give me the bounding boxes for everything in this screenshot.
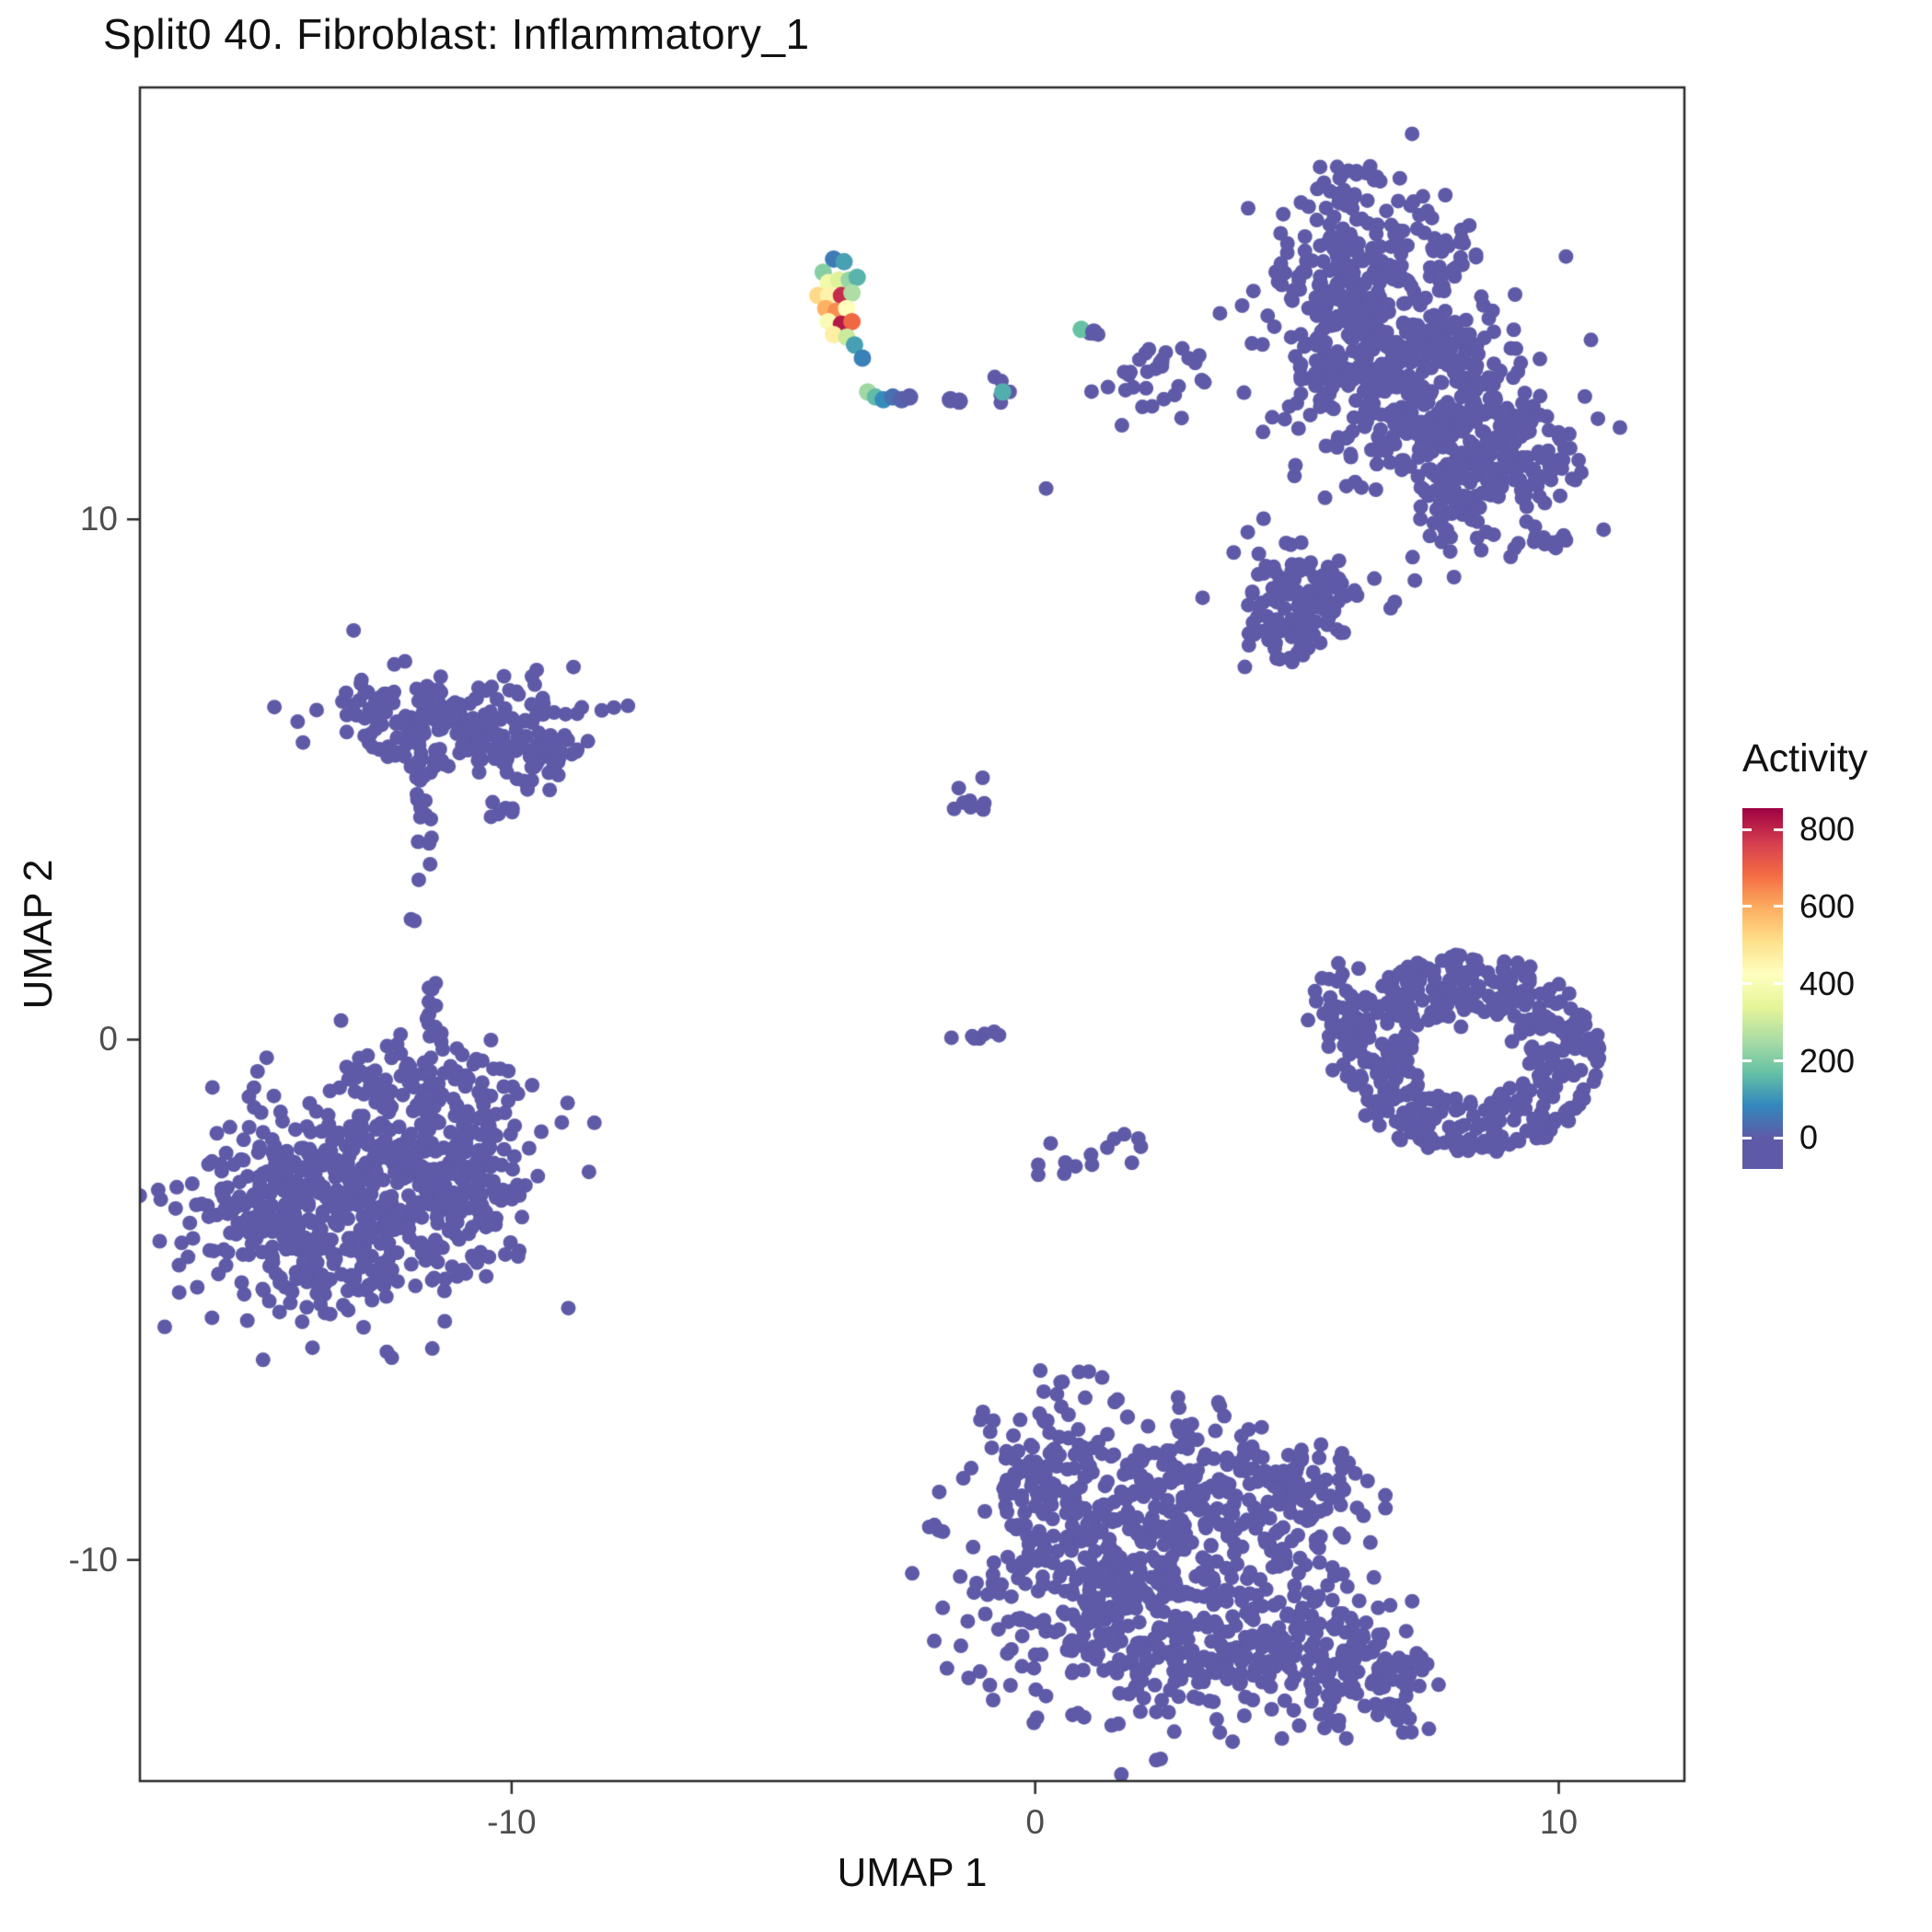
legend-tick-mark: [1742, 827, 1752, 831]
legend-tick-label: 200: [1799, 1041, 1856, 1080]
legend-tick-mark: [1774, 827, 1783, 831]
y-tick-label: -10: [68, 1540, 118, 1579]
legend-tick-mark: [1742, 982, 1752, 986]
legend-tick-label: 400: [1799, 964, 1856, 1002]
legend-colorbar: [1742, 808, 1783, 1169]
x-tick-label: -10: [487, 1803, 537, 1841]
x-axis-title: UMAP 1: [837, 1850, 988, 1895]
x-tick-label: 0: [1025, 1803, 1045, 1841]
legend-tick-mark: [1774, 905, 1783, 908]
legend-tick-mark: [1774, 1059, 1783, 1063]
y-tick-label: 0: [98, 1020, 118, 1059]
legend-tick-mark: [1742, 1059, 1752, 1063]
legend-tick-mark: [1774, 982, 1783, 986]
plot-title: Split0 40. Fibroblast: Inflammatory_1: [103, 10, 810, 58]
legend-title: Activity: [1742, 736, 1868, 781]
y-axis-title: UMAP 2: [16, 859, 61, 1010]
y-tick-label: 10: [79, 500, 118, 538]
legend-tick-label: 600: [1799, 886, 1856, 925]
legend-tick-label: 0: [1799, 1118, 1819, 1157]
legend-tick-label: 800: [1799, 810, 1856, 849]
legend-tick-mark: [1742, 1136, 1752, 1140]
legend-tick-mark: [1742, 905, 1752, 908]
x-tick-label: 10: [1539, 1803, 1579, 1841]
legend-tick-mark: [1774, 1136, 1783, 1140]
